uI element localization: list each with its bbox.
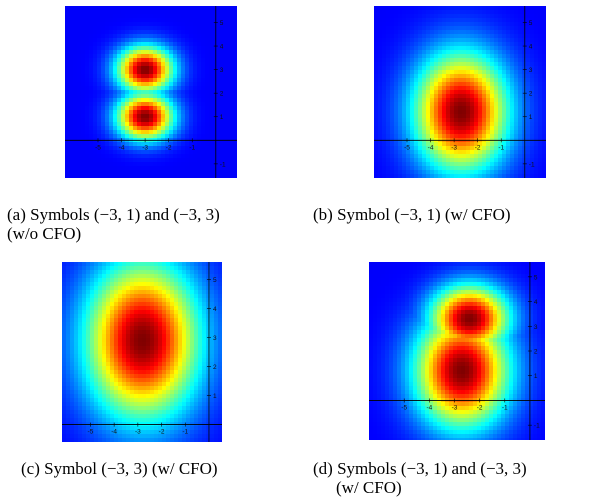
x-tick-label: -5: [95, 144, 101, 151]
y-tick-label: 5: [529, 20, 533, 27]
heatmap-cells: [65, 6, 237, 178]
x-tick-label: -4: [428, 144, 434, 151]
x-tick-label: -2: [166, 144, 172, 151]
y-tick-label: 1: [220, 114, 224, 121]
x-tick-label: -3: [135, 429, 141, 436]
x-tick-label: -4: [119, 144, 125, 151]
y-tick-label: 3: [213, 335, 217, 342]
x-tick-label: -3: [452, 404, 458, 411]
x-tick-label: -5: [88, 429, 94, 436]
heatmap-cells: [62, 262, 222, 442]
caption-a-line2: (w/o CFO): [7, 224, 82, 243]
x-tick-label: -4: [111, 429, 117, 436]
heatmap-plot-a: -5 -4 -3 -2 -1 -1 1 2 3 4 5: [65, 6, 237, 178]
x-tick-label: -2: [475, 144, 481, 151]
y-tick-label: 1: [213, 393, 217, 400]
y-tick-label: 3: [534, 324, 538, 331]
y-tick-label: 4: [529, 44, 533, 51]
y-tick-label: 4: [220, 44, 224, 51]
x-tick-label: -2: [477, 404, 483, 411]
x-tick-label: -5: [401, 404, 407, 411]
y-tick-label: 2: [534, 349, 538, 356]
heatmap-cells: [374, 6, 546, 178]
x-tick-label: -2: [159, 429, 165, 436]
x-tick-label: -4: [426, 404, 432, 411]
x-tick-label: -3: [142, 144, 148, 151]
heatmap-plot-c: -5 -4 -3 -2 -1 1 2 3 4 5: [62, 262, 222, 442]
heatmap-plot-d: -5 -4 -3 -2 -1 -1 1 2 3 4 5: [369, 262, 545, 440]
y-tick-label: 3: [529, 67, 533, 74]
y-tick-label: -1: [529, 161, 535, 168]
caption-b-line1: (b) Symbol (−3, 1) (w/ CFO): [313, 205, 511, 224]
x-tick-label: -1: [498, 144, 504, 151]
y-tick-label: 5: [220, 20, 224, 27]
x-tick-label: -1: [182, 429, 188, 436]
y-tick-label: 4: [213, 306, 217, 313]
caption-d-line1: (d) Symbols (−3, 1) and (−3, 3): [313, 459, 527, 478]
y-tick-label: -1: [220, 161, 226, 168]
y-tick-label: 3: [220, 67, 224, 74]
x-tick-label: -1: [502, 404, 508, 411]
heatmap-cells: [369, 262, 545, 440]
y-tick-label: 4: [534, 299, 538, 306]
y-tick-label: 2: [213, 364, 217, 371]
y-tick-label: 5: [213, 277, 217, 284]
x-tick-label: -5: [404, 144, 410, 151]
y-tick-label: 2: [529, 91, 533, 98]
x-tick-label: -1: [189, 144, 195, 151]
heatmap-plot-b: -5 -4 -3 -2 -1 -1 1 2 3 4 5: [374, 6, 546, 178]
y-tick-label: 2: [220, 91, 224, 98]
caption-c-line1: (c) Symbol (−3, 3) (w/ CFO): [21, 459, 218, 478]
caption-a-line1: (a) Symbols (−3, 1) and (−3, 3): [7, 205, 220, 224]
y-tick-label: 1: [529, 114, 533, 121]
caption-d-line2: (w/ CFO): [336, 478, 402, 497]
y-tick-label: 5: [534, 274, 538, 281]
y-tick-label: 1: [534, 373, 538, 380]
x-tick-label: -3: [451, 144, 457, 151]
y-tick-label: -1: [534, 423, 540, 430]
